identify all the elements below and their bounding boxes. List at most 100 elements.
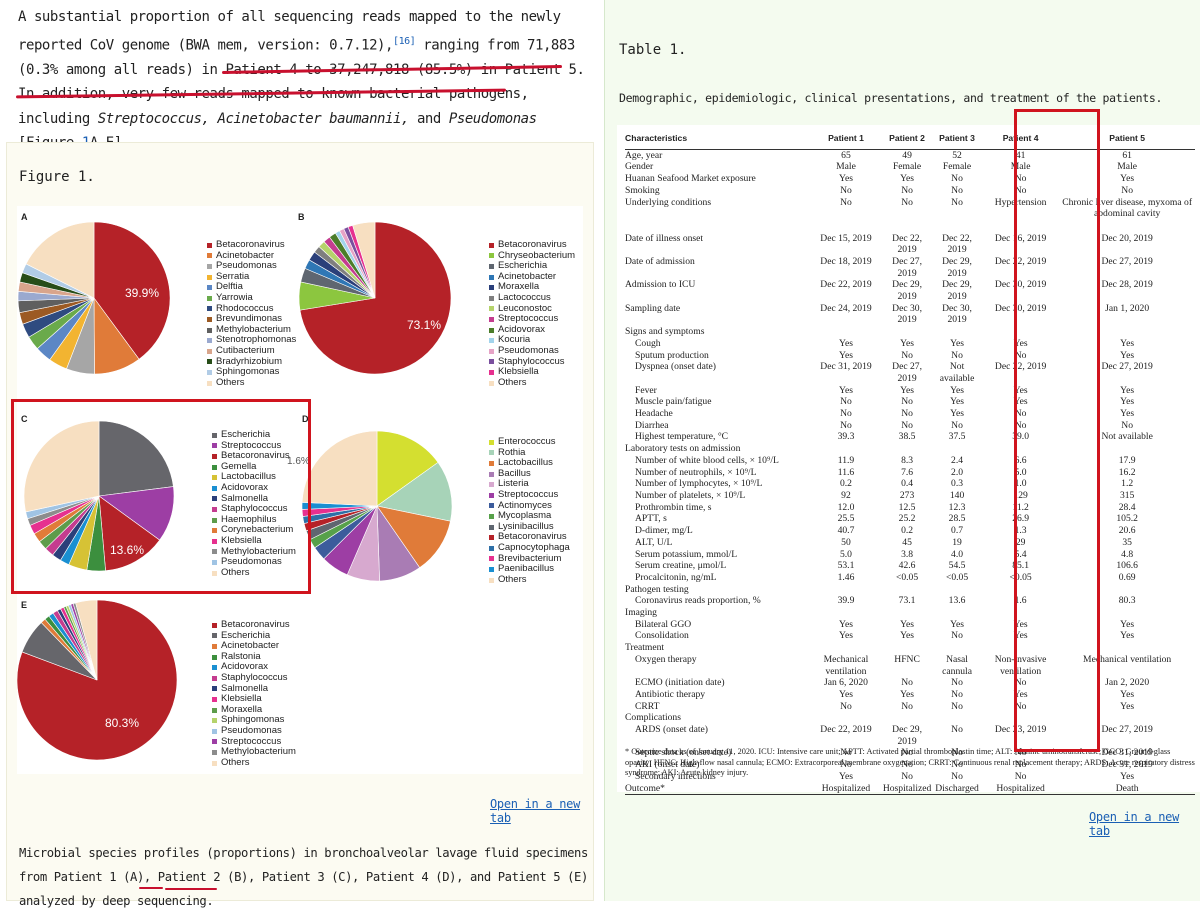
table-cell: Yes: [1120, 630, 1135, 642]
table-row: Prothrombin time, s 12.0 12.5 12.3 11.2 28.4: [625, 502, 1195, 514]
legend-swatch: [212, 686, 217, 692]
row-label: Diarrhea: [635, 419, 669, 431]
legend-item: Paenibacillus: [489, 564, 570, 575]
para-text: and: [408, 110, 449, 127]
table-cell: No: [1014, 677, 1027, 689]
legend-label: Bradyrhizobium: [216, 355, 282, 367]
legend-item: Cutibacterium: [207, 345, 296, 357]
pie-percent-label: 73.1%: [407, 318, 442, 332]
legend-swatch: [489, 316, 494, 322]
table-cell: Dec 22, 2019: [942, 232, 972, 256]
legend-swatch: [212, 643, 217, 649]
legend-swatch: [489, 566, 494, 572]
row-label: Number of platelets, × 10⁹/L: [635, 489, 746, 501]
legend-swatch: [489, 513, 494, 519]
table-cell: Dec 31, 2019: [1101, 759, 1153, 771]
table-cell: 11.6: [837, 466, 855, 478]
legend-item: Escherichia: [489, 261, 575, 272]
table-open-new-tab-link[interactable]: Open in a new tab: [1089, 810, 1180, 838]
row-label: Sampling date: [625, 302, 681, 314]
reference-link-16[interactable]: [16]: [393, 35, 416, 47]
legend-label: Lactococcus: [498, 291, 551, 303]
table-cell: No: [901, 349, 913, 361]
table-cell: 129: [1013, 489, 1028, 501]
table-cell: No: [951, 747, 963, 759]
legend-label: Others: [221, 566, 250, 578]
legend-label: Others: [216, 376, 245, 388]
table-cell: 8.3: [901, 454, 914, 466]
legend-label: Klebsiella: [221, 693, 262, 705]
legend-item: Rothia: [489, 447, 570, 459]
table-cell: 0.69: [1118, 571, 1136, 583]
figure-open-new-tab-link[interactable]: Open in a new tab: [490, 797, 581, 825]
legend-item: Gemella: [212, 461, 296, 473]
table-row: Treatment: [625, 642, 1195, 654]
table-cell: Yes: [900, 384, 915, 396]
table-cell: Dec 30, 2019: [994, 302, 1047, 314]
table-cell: 11.2: [1012, 501, 1029, 513]
table-header-cell: Patient 1: [810, 131, 882, 150]
table-cell: Yes: [1120, 618, 1135, 630]
table-cell: Discharged: [932, 782, 982, 796]
table-row: Number of neutrophils, × 10⁹/L 11.6 7.6 2.0…: [625, 467, 1195, 479]
legend-label: Capnocytophaga: [498, 541, 570, 553]
table-cell: 0.3: [951, 478, 964, 490]
legend-label: Streptococcus: [498, 488, 559, 500]
row-label: Serum potassium, mmol/L: [635, 548, 738, 560]
legend-swatch: [207, 380, 212, 386]
legend-swatch: [207, 327, 212, 333]
table-cell: 1.0: [1014, 478, 1027, 490]
legend-label: Brevibacterium: [498, 552, 562, 564]
table-cell: 12.5: [898, 501, 916, 513]
table-row: Signs and symptoms: [625, 326, 1195, 338]
table-row: Number of platelets, × 10⁹/L 92 273 140 129 3…: [625, 490, 1195, 502]
table-row: Procalcitonin, ng/mL 1.46 <0.05 <0.05 <0.05 0…: [625, 572, 1195, 584]
table-image[interactable]: Characteristics Patient 1 Patient 2 Patient…: [617, 109, 1200, 796]
legend-label: Klebsiella: [221, 534, 262, 546]
table-cell: 0.4: [901, 478, 914, 490]
table-cell: 11.9: [837, 454, 855, 466]
table-cell: No: [1014, 419, 1027, 431]
pie-percent-label: 39.9%: [125, 286, 160, 300]
table-cell: 140: [949, 489, 965, 501]
table-cell: Yes: [838, 384, 853, 396]
table-cell: Non-invasive ventilation: [994, 653, 1047, 677]
table-cell: No: [951, 196, 963, 208]
table-cell: 16.2: [1118, 466, 1136, 478]
legend-item: Betacoronavirus: [489, 239, 575, 251]
table-cell: Mechanical ventilation: [823, 653, 869, 677]
row-label: Highest temperature, °C: [635, 431, 729, 443]
table-cell: [932, 607, 982, 619]
legend-item: Yarrowia: [207, 292, 296, 304]
row-label: Huanan Seafood Market exposure: [625, 173, 756, 185]
row-label: Cough: [635, 337, 661, 349]
table-cell: Yes: [1120, 396, 1135, 408]
figure-image[interactable]: A 39.9% Betacoronavirus Acinetobacter Pseudo…: [17, 206, 583, 774]
table-cell: 39.3: [837, 431, 855, 443]
legend-item: Rhodococcus: [207, 303, 296, 315]
table-row: Sputum production Yes No No No Yes: [625, 350, 1195, 362]
pie-slice-betacoronavirus: [299, 221, 452, 375]
legend-label: Pseudomonas: [216, 260, 277, 272]
table-cell: No: [901, 700, 913, 712]
table-cell: 17.9: [1118, 454, 1136, 466]
table-cell: Yes: [900, 630, 915, 642]
legend-swatch: [212, 728, 217, 734]
legend-label: Pseudomonas: [498, 344, 559, 356]
table-cell: Not available: [1101, 431, 1153, 443]
table-cell: No: [901, 419, 913, 431]
legend-item: Pseudomonas: [212, 725, 296, 737]
table-cell: 0.2: [901, 525, 914, 537]
figure-title: Figure 1.: [19, 169, 95, 185]
table-row: Oxygen therapy Mechanical ventilation HFNC…: [625, 654, 1195, 677]
table-row: Date of admission Dec 18, 2019 Dec 27, 201…: [625, 256, 1195, 279]
table-row: Number of white blood cells, × 10⁹/L 11.9…: [625, 455, 1195, 467]
table-cell: 28.5: [948, 513, 966, 525]
legend-swatch: [489, 274, 494, 280]
table-row: Septic shock (onset date) No No No No Dec 31,…: [625, 747, 1195, 759]
legend-swatch: [489, 327, 494, 333]
table-cell: Dec 20, 2019: [1101, 232, 1153, 244]
legend-swatch: [489, 263, 494, 269]
table-title: Table 1.: [619, 42, 687, 58]
legend-item: Haemophilus: [212, 514, 296, 526]
